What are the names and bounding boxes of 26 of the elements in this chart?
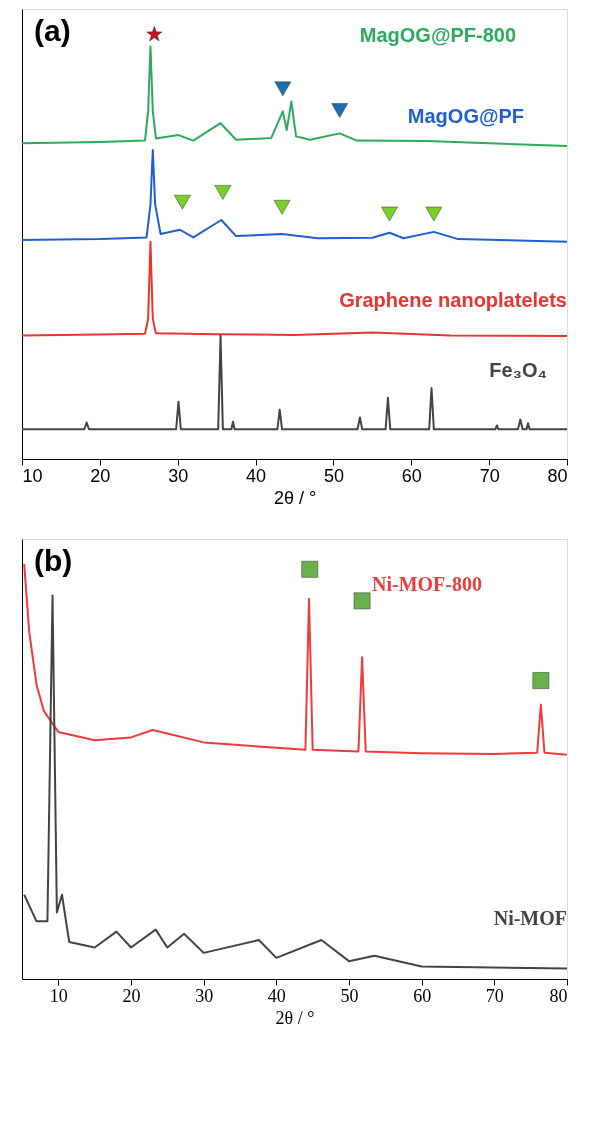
x-tick-label: 40 (246, 465, 267, 486)
x-tick-label: 70 (485, 985, 504, 1006)
chart-title: (b) (34, 544, 73, 577)
x-tick-label: 10 (22, 465, 43, 486)
text: Ni-MOF-800 (372, 572, 482, 595)
x-tick-label: 20 (90, 465, 111, 486)
series-label: Ni-MOF (493, 906, 567, 929)
text: Fe₃O₄ (489, 359, 547, 382)
x-tick-label: 80 (547, 465, 568, 486)
x-tick-label: 30 (195, 985, 214, 1006)
x-tick-label: 40 (267, 985, 286, 1006)
x-tick-label: 50 (340, 985, 359, 1006)
x-tick-label: 10 (49, 985, 68, 1006)
text: MagOG@PF-800 (359, 24, 516, 47)
chart-title: (a) (34, 14, 71, 47)
text: MagOG@PF (407, 104, 524, 127)
x-tick-label: 20 (122, 985, 141, 1006)
x-axis-title: 2θ / ° (275, 1007, 315, 1028)
x-tick-label: 70 (479, 465, 500, 486)
x-axis-title: 2θ / ° (273, 487, 317, 508)
x-tick-label: 50 (323, 465, 344, 486)
x-tick-label: 80 (549, 985, 568, 1006)
x-tick-label: 60 (413, 985, 432, 1006)
x-tick-label: 60 (401, 465, 422, 486)
series-label: Graphene nanoplatelets (339, 288, 567, 311)
x-tick-label: 30 (168, 465, 189, 486)
